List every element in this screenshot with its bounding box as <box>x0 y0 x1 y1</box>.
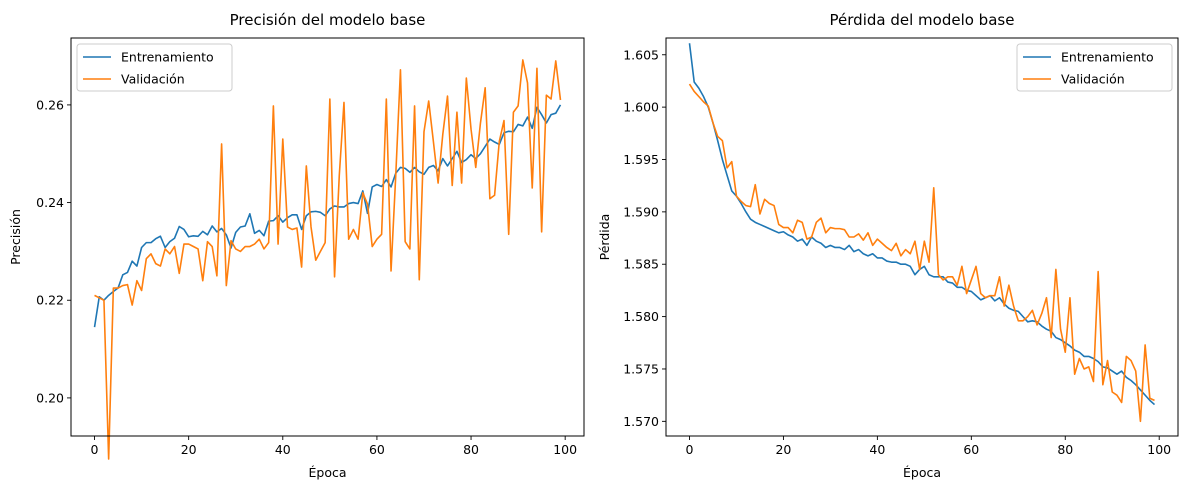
y-tick-label: 1.595 <box>623 152 659 167</box>
legend-label-val: Validación <box>1061 72 1125 87</box>
y-tick-label: 1.605 <box>623 47 659 62</box>
x-axis-label: Época <box>308 465 346 480</box>
y-axis-label: Precisión <box>8 209 23 265</box>
x-tick-label: 20 <box>181 442 197 457</box>
plot-area <box>93 59 562 460</box>
y-tick-label: 1.600 <box>623 100 659 115</box>
legend: Entrenamiento Validación <box>76 43 233 92</box>
legend-label-train: Entrenamiento <box>1061 50 1154 65</box>
x-tick-label: 60 <box>369 442 385 457</box>
legend-label-train: Entrenamiento <box>121 50 214 65</box>
ticks: 0 20 40 60 80 100 0.20 0.22 0.24 0.26 <box>36 97 577 457</box>
series-line-train <box>93 104 562 328</box>
y-tick-label: 0.22 <box>36 293 64 308</box>
y-tick-label: 0.20 <box>36 390 64 405</box>
ticks: 0 20 40 60 80 100 1.570 1.575 1.580 1.585 1.590 1.5… <box>623 47 1171 457</box>
x-tick-label: 60 <box>963 442 979 457</box>
axes-frame <box>70 37 585 437</box>
chart-title: Precisión del modelo base <box>230 11 426 29</box>
x-tick-label: 20 <box>775 442 791 457</box>
plot-area <box>688 43 1156 423</box>
y-axis-label: Pérdida <box>597 214 612 261</box>
x-tick-label: 0 <box>686 442 694 457</box>
x-tick-label: 100 <box>1147 442 1171 457</box>
y-tick-label: 1.580 <box>623 309 659 324</box>
chart-title: Pérdida del modelo base <box>830 11 1015 29</box>
loss-chart: Pérdida del modelo base Época Pérdida 0 2… <box>597 11 1179 480</box>
series-line-val <box>94 59 562 460</box>
series-line-val <box>688 83 1155 423</box>
x-axis-label: Época <box>903 465 941 480</box>
y-tick-label: 0.24 <box>36 195 64 210</box>
legend-label-val: Validación <box>121 72 185 87</box>
y-tick-label: 0.26 <box>36 97 64 112</box>
x-tick-label: 80 <box>463 442 479 457</box>
y-tick-label: 1.585 <box>623 257 659 272</box>
y-tick-label: 1.590 <box>623 204 659 219</box>
y-tick-label: 1.575 <box>623 361 659 376</box>
accuracy-chart: Precisión del modelo base Época Precisió… <box>8 11 585 480</box>
legend-box <box>76 43 233 92</box>
x-tick-label: 40 <box>275 442 291 457</box>
x-tick-label: 100 <box>553 442 577 457</box>
x-tick-label: 40 <box>869 442 885 457</box>
y-tick-label: 1.570 <box>623 414 659 429</box>
legend-box <box>1016 43 1173 92</box>
series-line-train <box>688 43 1156 406</box>
x-tick-label: 0 <box>91 442 99 457</box>
axes-frame <box>665 37 1179 437</box>
x-tick-label: 80 <box>1057 442 1073 457</box>
legend: Entrenamiento Validación <box>1016 43 1173 92</box>
